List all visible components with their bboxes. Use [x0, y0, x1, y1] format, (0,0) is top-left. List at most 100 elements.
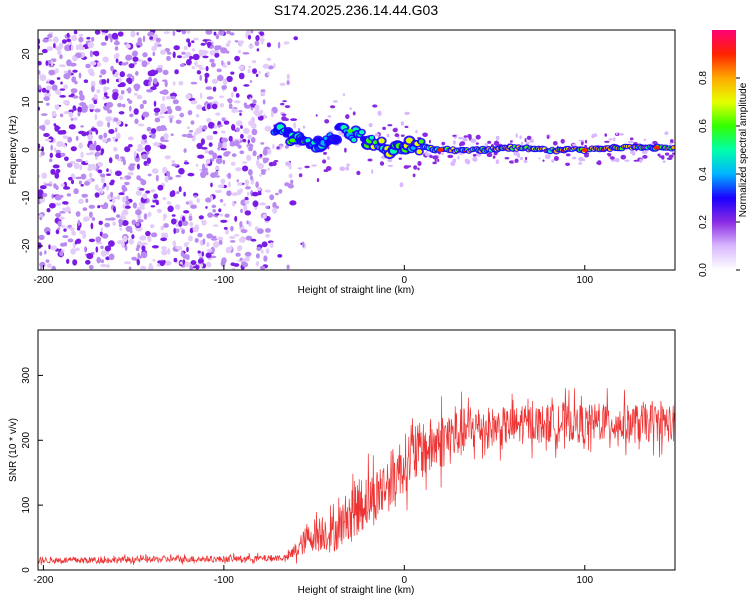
- noise-speckle: [160, 49, 167, 55]
- noise-speckle: [182, 259, 186, 265]
- noise-speckle: [219, 103, 224, 108]
- noise-speckle: [214, 166, 220, 171]
- halo-speckle: [524, 138, 527, 143]
- halo-speckle: [670, 139, 674, 144]
- noise-speckle: [153, 107, 161, 113]
- noise-speckle: [90, 127, 97, 132]
- noise-speckle: [163, 139, 169, 142]
- noise-speckle: [189, 55, 193, 60]
- noise-speckle: [73, 188, 79, 195]
- halo-speckle: [515, 133, 518, 138]
- noise-speckle: [164, 155, 171, 160]
- halo-speckle: [368, 123, 373, 128]
- spectrogram-y-tick-label: 0: [21, 147, 32, 153]
- noise-speckle: [95, 144, 101, 152]
- halo-speckle: [565, 153, 571, 157]
- halo-speckle: [325, 166, 332, 171]
- noise-speckle: [259, 174, 262, 177]
- noise-speckle: [55, 45, 63, 51]
- noise-speckle: [206, 103, 211, 110]
- noise-speckle: [288, 173, 293, 179]
- noise-speckle: [239, 112, 242, 116]
- noise-speckle: [94, 192, 100, 198]
- noise-speckle: [243, 84, 250, 87]
- noise-speckle: [172, 240, 177, 247]
- noise-speckle: [54, 126, 61, 130]
- noise-speckle: [73, 30, 78, 35]
- noise-speckle: [183, 191, 186, 197]
- noise-speckle: [229, 235, 236, 240]
- noise-speckle: [240, 229, 248, 234]
- halo-speckle: [441, 141, 446, 146]
- halo-speckle: [437, 158, 440, 162]
- noise-speckle: [55, 168, 61, 174]
- noise-speckle: [89, 163, 97, 171]
- noise-speckle: [222, 141, 227, 149]
- noise-speckle: [176, 191, 180, 195]
- noise-speckle: [200, 138, 205, 146]
- noise-speckle: [194, 224, 200, 231]
- noise-speckle: [63, 70, 69, 74]
- noise-speckle: [149, 36, 154, 40]
- noise-speckle: [75, 176, 83, 180]
- halo-speckle: [372, 104, 378, 108]
- noise-speckle: [59, 95, 66, 98]
- noise-speckle: [189, 227, 194, 234]
- noise-speckle: [266, 57, 272, 61]
- spectrogram-x-tick-label: 100: [576, 275, 593, 286]
- noise-speckle: [213, 31, 217, 36]
- noise-speckle: [150, 232, 158, 238]
- noise-speckle: [193, 37, 199, 41]
- noise-speckle: [110, 191, 114, 198]
- halo-speckle: [604, 133, 608, 137]
- noise-speckle: [263, 113, 267, 120]
- noise-speckle: [75, 52, 82, 59]
- noise-speckle: [132, 50, 138, 57]
- noise-speckle: [89, 61, 97, 66]
- noise-speckle: [176, 106, 182, 112]
- noise-speckle: [182, 56, 186, 59]
- halo-speckle: [345, 114, 350, 120]
- noise-speckle: [238, 72, 245, 80]
- noise-speckle: [218, 208, 222, 213]
- noise-speckle: [230, 225, 234, 232]
- noise-speckle: [96, 89, 101, 94]
- noise-speckle: [221, 60, 224, 66]
- halo-speckle: [284, 118, 289, 121]
- noise-speckle: [175, 174, 182, 178]
- noise-speckle: [168, 115, 175, 120]
- noise-speckle: [166, 51, 172, 55]
- noise-speckle: [191, 56, 199, 60]
- noise-speckle: [252, 99, 257, 105]
- noise-speckle: [146, 89, 154, 93]
- halo-speckle: [484, 143, 488, 148]
- noise-speckle: [187, 172, 195, 177]
- noise-speckle: [163, 127, 168, 131]
- noise-speckle: [200, 147, 208, 150]
- noise-speckle: [259, 202, 266, 206]
- noise-speckle: [133, 83, 141, 90]
- halo-speckle: [591, 135, 594, 138]
- noise-speckle: [283, 41, 290, 45]
- halo-speckle: [327, 156, 330, 161]
- noise-speckle: [127, 175, 132, 180]
- noise-speckle: [111, 32, 119, 40]
- halo-speckle: [352, 111, 356, 116]
- halo-speckle: [643, 138, 647, 141]
- noise-speckle: [70, 248, 77, 255]
- noise-speckle: [82, 207, 88, 212]
- noise-speckle: [128, 238, 134, 245]
- noise-speckle: [250, 106, 254, 111]
- halo-speckle: [328, 130, 333, 133]
- noise-speckle: [251, 191, 259, 197]
- noise-speckle: [272, 143, 275, 150]
- noise-speckle: [205, 86, 212, 90]
- noise-speckle: [71, 76, 77, 83]
- noise-speckle: [104, 35, 109, 41]
- noise-speckle: [218, 30, 225, 36]
- noise-speckle: [135, 209, 142, 216]
- noise-speckle: [259, 31, 265, 36]
- noise-speckle: [238, 237, 246, 243]
- noise-speckle: [231, 124, 236, 131]
- noise-speckle: [97, 161, 103, 167]
